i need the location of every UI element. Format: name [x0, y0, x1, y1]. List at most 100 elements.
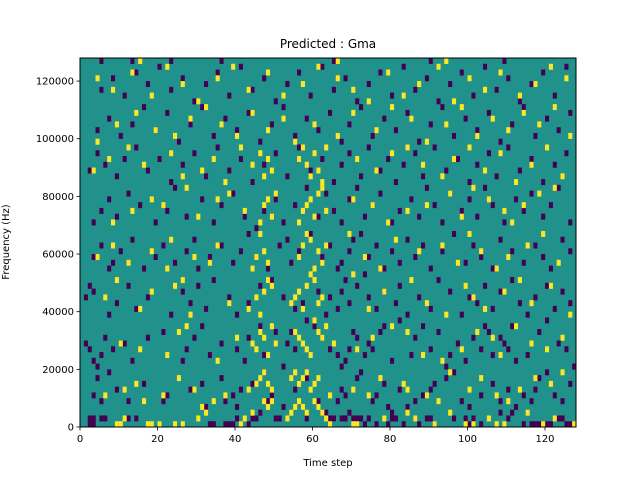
- heatmap-cell-low: [227, 421, 232, 428]
- heatmap-cell-high: [204, 409, 209, 416]
- heatmap-cell-high: [250, 340, 255, 347]
- heatmap-cell-low: [250, 415, 255, 422]
- heatmap-cell-low: [405, 311, 410, 318]
- heatmap-cell-low: [103, 161, 108, 168]
- heatmap-cell-low: [235, 403, 240, 410]
- heatmap-cell-low: [126, 415, 131, 422]
- heatmap-cell-low: [192, 150, 197, 157]
- heatmap-cell-low: [335, 398, 340, 405]
- heatmap-cell-low: [99, 207, 104, 214]
- heatmap-cell-high: [293, 294, 298, 301]
- heatmap-cell-high: [297, 254, 302, 260]
- heatmap-cell-high: [413, 415, 418, 422]
- heatmap-cell-low: [382, 323, 387, 330]
- heatmap-cell-high: [448, 369, 453, 376]
- heatmap-cell-low: [359, 104, 364, 111]
- heatmap-cell-low: [374, 305, 379, 312]
- heatmap-cell-low: [347, 121, 352, 128]
- heatmap-cell-low: [514, 196, 519, 203]
- heatmap-cell-high: [320, 294, 325, 301]
- heatmap-cell-low: [545, 115, 550, 122]
- heatmap-cell-low: [355, 184, 360, 191]
- heatmap-cell-high: [572, 421, 577, 428]
- heatmap-cell-low: [180, 75, 185, 82]
- heatmap-cell-high: [304, 369, 309, 376]
- heatmap-cell-high: [142, 398, 147, 405]
- heatmap-cell-low: [409, 196, 414, 203]
- heatmap-cell-low: [401, 63, 406, 70]
- heatmap-cell-high: [266, 277, 271, 284]
- heatmap-cell-high: [242, 415, 247, 422]
- heatmap-cell-low: [455, 340, 460, 347]
- heatmap-cell-low: [517, 98, 522, 105]
- heatmap-cell-high: [521, 202, 526, 209]
- heatmap-cell-low: [378, 328, 383, 335]
- heatmap-cell-low: [95, 375, 100, 382]
- heatmap-cell-low: [277, 242, 282, 249]
- heatmap-cell-high: [215, 196, 220, 203]
- heatmap-cell-low: [494, 173, 499, 180]
- heatmap-cell-high: [254, 346, 259, 353]
- heatmap-cell-low: [498, 138, 503, 145]
- heatmap-cell-low: [219, 58, 224, 64]
- heatmap-cell-low: [428, 346, 433, 353]
- heatmap-cell-high: [552, 104, 557, 111]
- heatmap-cell-low: [122, 92, 127, 99]
- heatmap-cell-high: [320, 259, 325, 266]
- heatmap-cell-low: [514, 403, 519, 410]
- y-axis: 0 20000 40000 60000 80000 100000 120000: [36, 77, 80, 434]
- heatmap-cell-low: [114, 300, 119, 307]
- heatmap-cell-low: [471, 334, 476, 341]
- heatmap-cell-low: [262, 207, 267, 214]
- x-tick-label: 40: [229, 434, 242, 445]
- heatmap-cell-high: [262, 248, 267, 255]
- heatmap-cell-low: [421, 173, 426, 180]
- heatmap-cell-low: [486, 150, 491, 157]
- heatmap-cell-low: [355, 375, 360, 382]
- heatmap-cell-high: [308, 386, 313, 393]
- heatmap-cell-low: [343, 75, 348, 82]
- heatmap-cell-low: [227, 294, 232, 301]
- heatmap-cell-low: [269, 392, 274, 399]
- heatmap-cell-low: [200, 104, 205, 111]
- heatmap-cell-high: [362, 254, 367, 260]
- heatmap-cell-low: [560, 398, 565, 405]
- heatmap-cell-high: [238, 144, 243, 151]
- heatmap-cell-low: [118, 132, 123, 139]
- heatmap-cell-low: [390, 92, 395, 99]
- heatmap-cell-low: [130, 58, 135, 64]
- heatmap-cell-low: [393, 127, 398, 134]
- heatmap-cell-high: [366, 98, 371, 105]
- heatmap-cell-low: [533, 294, 538, 301]
- heatmap-cell-high: [262, 173, 267, 180]
- heatmap-cell-high: [328, 421, 333, 428]
- heatmap-cell-low: [153, 254, 158, 260]
- heatmap-cell-low: [556, 415, 561, 422]
- y-tick-label: 60000: [42, 250, 74, 261]
- heatmap-cell-high: [374, 127, 379, 134]
- y-tick-label: 40000: [42, 307, 74, 318]
- heatmap-cell-high: [409, 115, 414, 122]
- heatmap-cell-low: [320, 63, 325, 70]
- heatmap-cell-low: [184, 213, 189, 220]
- heatmap-cell-high: [440, 173, 445, 180]
- heatmap-cell-high: [494, 392, 499, 399]
- heatmap-cell-low: [510, 121, 515, 128]
- heatmap-cell-low: [320, 254, 325, 260]
- heatmap-cell-low: [556, 340, 561, 347]
- heatmap-cell-low: [436, 277, 441, 284]
- heatmap-cell-high: [246, 305, 251, 312]
- heatmap-cell-low: [471, 415, 476, 422]
- heatmap-cell-high: [300, 242, 305, 249]
- heatmap-cell-low: [134, 144, 139, 151]
- heatmap-cell-low: [142, 104, 147, 111]
- heatmap-cell-low: [83, 294, 88, 301]
- heatmap-cell-low: [273, 150, 278, 157]
- heatmap-cell-high: [266, 403, 271, 410]
- heatmap-cell-low: [308, 92, 313, 99]
- heatmap-cell-low: [180, 161, 185, 168]
- heatmap-cell-low: [347, 346, 352, 353]
- heatmap-cell-high: [386, 219, 391, 226]
- heatmap-cell-low: [297, 144, 302, 151]
- heatmap-cell-high: [293, 328, 298, 335]
